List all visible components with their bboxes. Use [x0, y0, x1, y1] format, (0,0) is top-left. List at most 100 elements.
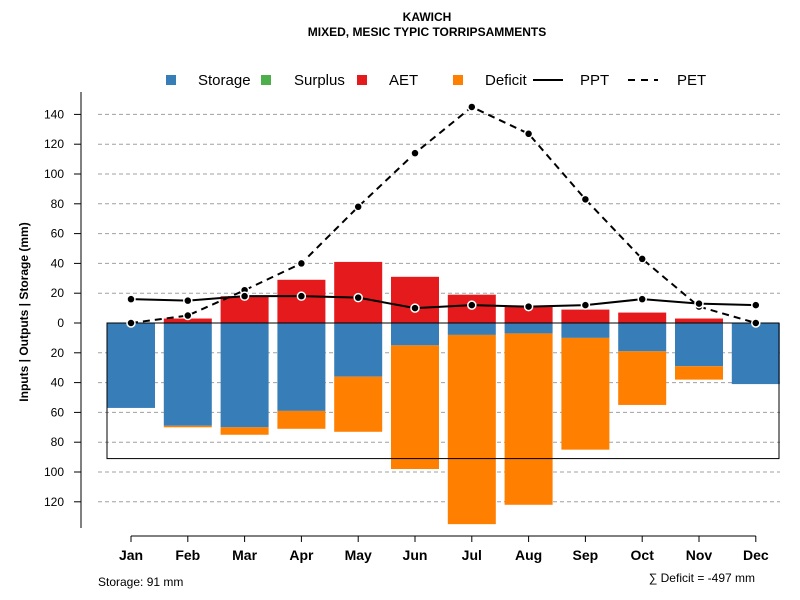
legend-swatch [453, 75, 463, 85]
lines [126, 102, 761, 328]
bars [107, 261, 780, 525]
x-tick-label: Dec [743, 547, 769, 563]
legend-swatch [357, 75, 367, 85]
legend-label: PET [677, 72, 706, 89]
deficit-bar [447, 334, 496, 525]
y-tick-label: 120 [44, 495, 64, 509]
y-tick-label: 20 [51, 346, 65, 360]
aet-bar [504, 306, 553, 323]
deficit-bar [163, 425, 212, 428]
aet-bar [618, 312, 667, 323]
deficit-bar [618, 351, 667, 405]
legend-label: Storage [198, 72, 251, 89]
ppt-point [751, 300, 761, 310]
y-tick-label: 20 [51, 286, 65, 300]
chart-title: KAWICH [403, 10, 452, 24]
legend: Storage Surplus AET Deficit PPT PET [166, 72, 706, 89]
legend-label: AET [389, 72, 418, 89]
storage-note: Storage: 91 mm [98, 575, 183, 589]
ppt-point [126, 294, 136, 304]
x-tick-label: Jun [403, 547, 428, 563]
ppt-point [239, 291, 250, 301]
pet-point [637, 254, 647, 264]
deficit-bar [220, 427, 269, 435]
axes: 0 20 40 60 80 100 120 140 20 40 60 80 100 120 Jan Feb Ma… [44, 92, 769, 563]
y-tick-label: 60 [51, 227, 65, 241]
x-tick-label: Aug [515, 547, 542, 563]
y-tick-label: 100 [44, 465, 64, 479]
storage-bar [675, 323, 723, 367]
deficit-bar [334, 376, 383, 432]
ppt-point [637, 294, 647, 304]
pet-point [467, 102, 477, 112]
x-tick-label: Nov [686, 547, 713, 563]
pet-point [751, 318, 761, 328]
storage-bar [220, 323, 269, 428]
aet-bar [391, 276, 439, 323]
ppt-point [523, 301, 534, 312]
storage-bar [618, 323, 667, 352]
deficit-note: ∑ Deficit = -497 mm [649, 571, 755, 585]
x-tick-label: Mar [232, 547, 257, 563]
storage-capacity-box [106, 322, 780, 460]
ppt-point [694, 298, 704, 309]
x-tick-label: Sep [573, 547, 599, 563]
pet-line [130, 105, 757, 324]
aet-bar [561, 309, 610, 323]
aet-bar [163, 318, 212, 323]
y-tick-label: 60 [51, 405, 65, 419]
aet-bar [277, 279, 326, 323]
pet-point [183, 310, 193, 321]
storage-bar [731, 323, 780, 385]
legend-label: Surplus [294, 72, 345, 89]
x-tick-label: Feb [175, 547, 200, 563]
legend-swatch [166, 75, 176, 85]
gridlines [98, 113, 780, 503]
pet-point [523, 129, 534, 139]
ppt-point [580, 300, 591, 310]
chart-subtitle: MIXED, MESIC TYPIC TORRIPSAMMENTS [308, 25, 546, 39]
storage-bar [334, 323, 383, 377]
aet-bar [675, 318, 723, 323]
storage-bar [504, 323, 553, 334]
legend-label: Deficit [485, 72, 528, 89]
ppt-point [353, 292, 363, 303]
y-tick-label: 120 [44, 137, 64, 151]
y-tick-label: 0 [57, 316, 64, 330]
x-tick-label: May [345, 547, 372, 563]
pet-point [296, 258, 307, 269]
legend-swatch [261, 75, 271, 85]
storage-bar [447, 323, 496, 335]
ppt-point [410, 303, 420, 313]
deficit-bar [277, 410, 326, 429]
y-axis-label: Inputs | Outputs | Storage (mm) [17, 222, 31, 401]
ppt-point [467, 300, 477, 310]
deficit-bar [504, 333, 553, 505]
pet-point [353, 202, 363, 212]
y-tick-label: 40 [51, 256, 65, 270]
y-tick-label: 80 [51, 435, 65, 449]
y-tick-label: 40 [51, 376, 65, 390]
storage-bar [107, 323, 155, 408]
deficit-bar [391, 345, 439, 470]
x-tick-label: Jan [119, 547, 143, 563]
x-tick-label: Apr [289, 547, 314, 563]
x-tick-label: Jul [462, 547, 482, 563]
storage-bar [391, 323, 439, 346]
deficit-bar [675, 366, 723, 380]
x-tick-label: Oct [631, 547, 655, 563]
ppt-line [130, 295, 756, 310]
pet-point [410, 148, 420, 158]
pet-point [126, 318, 136, 328]
storage-bar [163, 323, 212, 426]
pet-point [580, 194, 591, 205]
y-tick-label: 100 [44, 167, 64, 181]
deficit-bar [561, 337, 610, 450]
ppt-point [296, 291, 307, 301]
aet-bar [334, 261, 383, 323]
storage-bar [277, 323, 326, 411]
y-tick-label: 80 [51, 197, 65, 211]
ppt-point [183, 295, 193, 306]
storage-bar [561, 323, 610, 338]
